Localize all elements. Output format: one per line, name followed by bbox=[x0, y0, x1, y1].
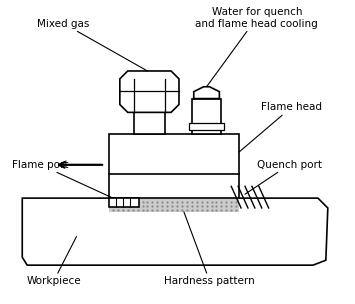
Text: Mixed gas: Mixed gas bbox=[38, 19, 147, 71]
Text: Quench port: Quench port bbox=[245, 160, 322, 194]
Bar bbox=[109, 198, 138, 207]
Polygon shape bbox=[194, 87, 219, 98]
Bar bbox=[109, 198, 239, 212]
Text: Workpiece: Workpiece bbox=[27, 237, 81, 286]
Bar bbox=[133, 112, 165, 134]
Polygon shape bbox=[22, 198, 328, 265]
Bar bbox=[109, 134, 239, 198]
Text: Flame port: Flame port bbox=[12, 160, 124, 203]
Text: Hardness pattern: Hardness pattern bbox=[164, 212, 255, 286]
Bar bbox=[189, 123, 224, 130]
Text: Flame head: Flame head bbox=[239, 102, 322, 152]
Text: Water for quench
and flame head cooling: Water for quench and flame head cooling bbox=[196, 7, 318, 87]
Polygon shape bbox=[120, 71, 179, 112]
Bar bbox=[192, 98, 222, 134]
